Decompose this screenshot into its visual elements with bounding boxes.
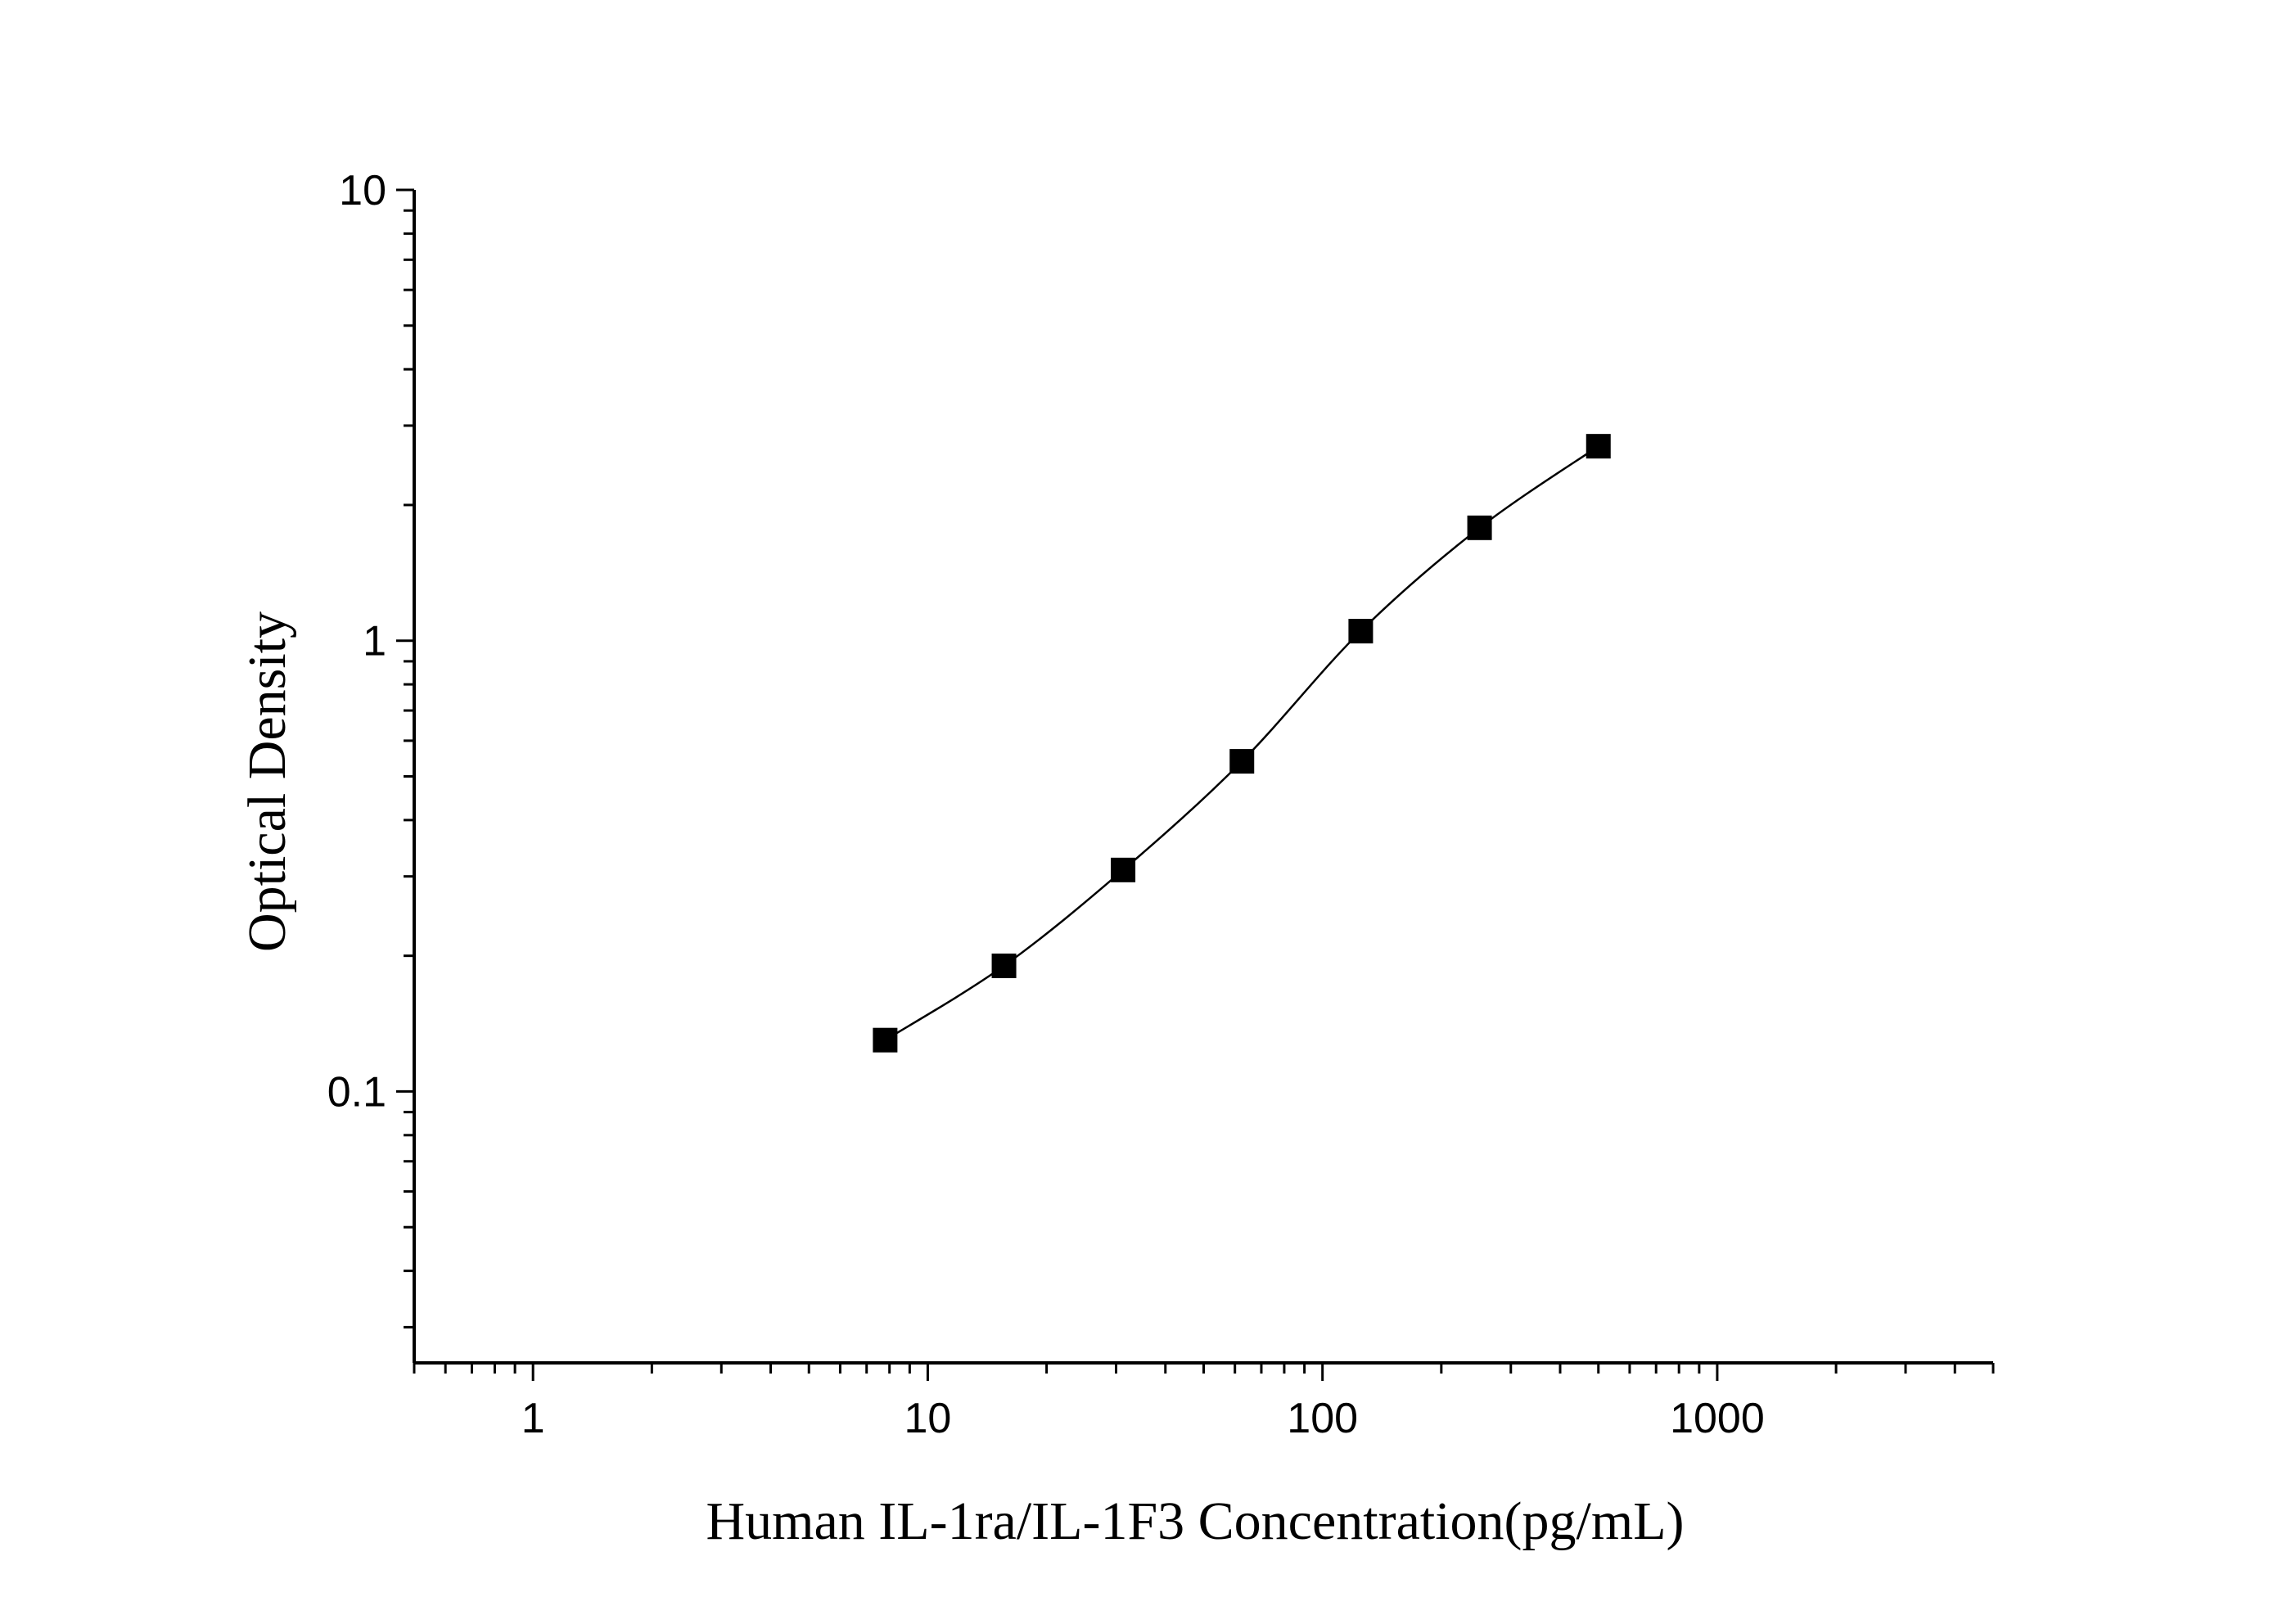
data-point — [1229, 749, 1255, 774]
x-axis-title: Human IL-1ra/IL-1F3 Concentration(pg/mL) — [706, 1491, 1685, 1551]
x-axis-ticks: 1 10 100 1000 — [413, 1363, 1995, 1442]
x-tick-label: 1 — [521, 1395, 545, 1442]
y-tick-label: 1 — [363, 618, 386, 665]
axes — [413, 190, 1993, 1365]
y-axis-title: Optical Density — [237, 611, 297, 952]
y-tick-label: 0.1 — [327, 1068, 386, 1116]
x-tick-label: 100 — [1287, 1395, 1358, 1442]
data-point — [1586, 434, 1611, 459]
y-tick-label: 10 — [339, 167, 386, 214]
data-point — [1348, 619, 1374, 644]
data-point — [991, 953, 1017, 978]
data-point — [1111, 857, 1136, 882]
x-tick-label: 1000 — [1670, 1395, 1765, 1442]
x-tick-label: 10 — [904, 1395, 951, 1442]
y-axis-ticks: 0.1 1 10 — [327, 167, 414, 1329]
data-point — [1467, 515, 1492, 540]
data-point — [873, 1027, 898, 1053]
data-points — [873, 434, 1611, 1053]
